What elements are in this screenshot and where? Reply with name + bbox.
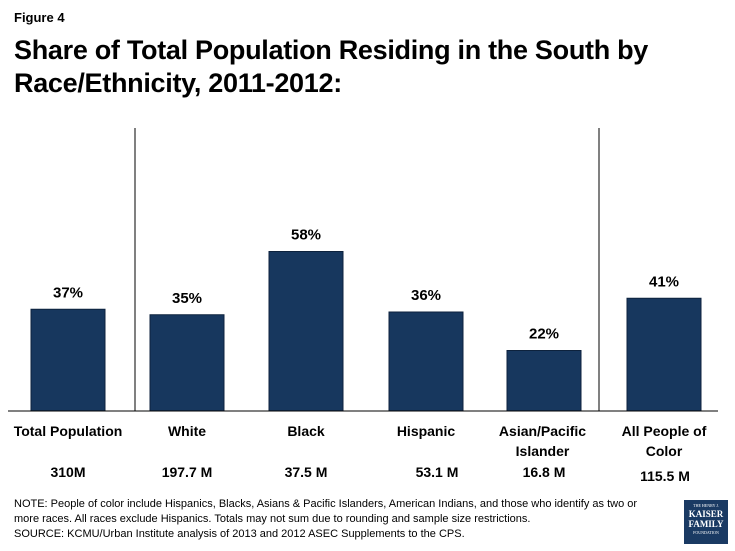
category-label-white: White: [167, 423, 207, 439]
source-text: SOURCE: KCMU/Urban Institute analysis of…: [14, 528, 465, 540]
value-label-white: 35%: [172, 290, 202, 307]
bar-asian: [506, 350, 582, 412]
value-label-hispanic: 36%: [411, 287, 441, 304]
population-label-white: 197.7 M: [161, 464, 213, 480]
bar-people-of-color: [626, 297, 702, 412]
chart-note: NOTE: People of color include Hispanics,…: [14, 497, 654, 542]
value-label-asian: 22%: [529, 326, 559, 343]
value-label-black: 58%: [291, 227, 321, 244]
bar-white: [149, 314, 225, 412]
bar-black: [268, 251, 344, 412]
value-label-total: 37%: [53, 284, 83, 301]
population-label-black: 37.5 M: [284, 464, 328, 480]
category-label-asian: Asian/Pacific Islander: [498, 423, 587, 459]
population-label-total: 310M: [50, 464, 86, 480]
category-label-black: Black: [287, 423, 325, 439]
population-label-people-of-color: 115.5 M: [640, 468, 690, 484]
population-label-hispanic: 53.1 M: [415, 464, 459, 480]
bar-hispanic: [388, 311, 464, 412]
value-label-people-of-color: 41%: [649, 273, 679, 290]
category-label-people-of-color: All People of Color: [621, 423, 707, 459]
figure-label: Figure 4: [14, 10, 65, 25]
population-label-asian: 16.8 M: [522, 464, 566, 480]
category-label-hispanic: Hispanic: [396, 423, 456, 439]
bar-total: [30, 308, 106, 412]
chart-title: Share of Total Population Residing in th…: [14, 35, 649, 98]
kaiser-family-foundation-logo: THE HENRY J. KAISER FAMILY FOUNDATION: [684, 500, 728, 544]
category-label-total: Total Population: [13, 423, 123, 439]
note-text: NOTE: People of color include Hispanics,…: [14, 498, 638, 525]
